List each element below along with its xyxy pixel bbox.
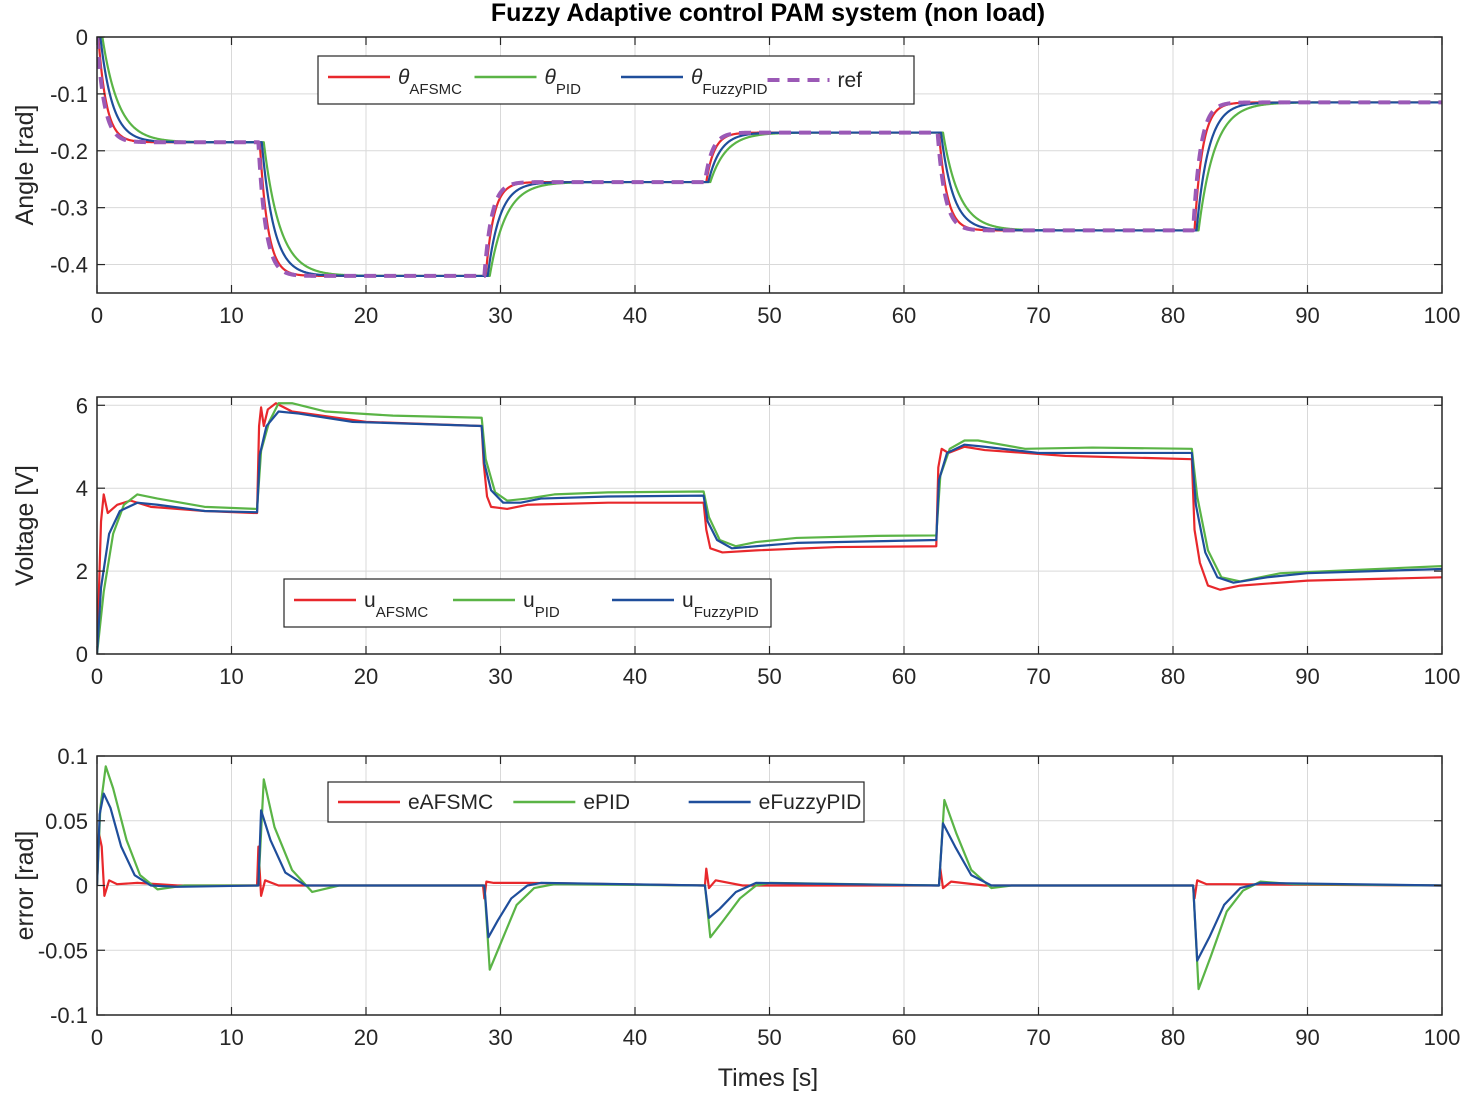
legend: uAFSMC uPID uFuzzyPID — [283, 578, 772, 628]
legend: θAFSMC θPID θFuzzyPID ref — [317, 55, 915, 105]
x-tick-label: 80 — [1161, 1025, 1185, 1050]
legend-box — [317, 55, 915, 105]
series-line-upid — [97, 402, 1442, 654]
x-tick-label: 70 — [1026, 303, 1050, 328]
y-tick-label: 0.1 — [57, 744, 88, 769]
x-tick-label: 20 — [354, 1025, 378, 1050]
legend-entry: eAFSMC — [408, 791, 493, 814]
legend-entry: ref — [838, 69, 863, 92]
legend-entry: uPID — [523, 589, 560, 621]
x-axis-label: Times [s] — [718, 1064, 818, 1092]
x-tick-label: 0 — [91, 303, 103, 328]
x-tick-label: 100 — [1424, 664, 1461, 689]
series-line-ufuzzypid — [97, 410, 1442, 654]
x-tick-label: 10 — [219, 303, 243, 328]
series-line-efuzzypid — [97, 792, 1442, 962]
figure-title: Fuzzy Adaptive control PAM system (non l… — [491, 0, 1045, 27]
y-tick-label: 6 — [76, 393, 88, 418]
legend-entry: uFuzzyPID — [682, 589, 759, 621]
legend-entry: uAFSMC — [364, 589, 428, 621]
panel-voltage: 0 10 20 30 40 50 60 70 80 90 100 0 2 4 6 Voltage [V] uAF… — [11, 393, 1460, 689]
x-tick-label: 60 — [892, 303, 916, 328]
x-tick-label: 60 — [892, 664, 916, 689]
x-tick-label: 70 — [1026, 1025, 1050, 1050]
y-tick-label: 0 — [76, 642, 88, 667]
y-tick-label: 4 — [76, 476, 88, 501]
x-tick-label: 20 — [354, 303, 378, 328]
panel-error: 0 10 20 30 40 50 60 70 80 90 100 0.1 0.05 0 -0.05 -0.1 e… — [11, 744, 1460, 1050]
x-tick-label: 40 — [623, 1025, 647, 1050]
y-tick-label: -0.05 — [38, 938, 88, 963]
y-tick-label: 2 — [76, 559, 88, 584]
x-tick-label: 90 — [1295, 664, 1319, 689]
panel-angle: 0 10 20 30 40 50 60 70 80 90 100 0 -0.1 -0.2 -0.3 -0.4 A… — [11, 25, 1460, 328]
y-tick-label: 0.05 — [45, 809, 88, 834]
y-axis-label: error [rad] — [11, 831, 39, 941]
legend-entry: θFuzzyPID — [691, 66, 768, 98]
x-tick-label: 20 — [354, 664, 378, 689]
y-tick-label: -0.2 — [50, 139, 88, 164]
legend: eAFSMC ePID eFuzzyPID — [327, 781, 865, 823]
legend-box — [327, 781, 865, 823]
x-tick-label: 30 — [488, 1025, 512, 1050]
x-tick-label: 50 — [757, 303, 781, 328]
legend-box — [283, 578, 772, 628]
x-tick-label: 90 — [1295, 303, 1319, 328]
x-tick-label: 0 — [91, 664, 103, 689]
x-tick-label: 10 — [219, 1025, 243, 1050]
y-axis-label: Voltage [V] — [11, 465, 39, 586]
y-tick-label: -0.3 — [50, 196, 88, 221]
y-tick-label: -0.1 — [50, 82, 88, 107]
x-tick-label: 0 — [91, 1025, 103, 1050]
legend-entry: θAFSMC — [398, 66, 462, 98]
x-tick-label: 70 — [1026, 664, 1050, 689]
legend-entry: ePID — [583, 791, 630, 814]
x-tick-label: 30 — [488, 303, 512, 328]
x-tick-label: 80 — [1161, 303, 1185, 328]
y-tick-label: -0.1 — [50, 1003, 88, 1028]
x-tick-label: 40 — [623, 303, 647, 328]
x-tick-label: 50 — [757, 1025, 781, 1050]
y-tick-label: 0 — [76, 874, 88, 899]
x-tick-label: 50 — [757, 664, 781, 689]
x-tick-label: 90 — [1295, 1025, 1319, 1050]
x-tick-label: 60 — [892, 1025, 916, 1050]
x-tick-label: 10 — [219, 664, 243, 689]
legend-entry: eFuzzyPID — [759, 791, 862, 814]
x-tick-label: 40 — [623, 664, 647, 689]
y-tick-label: -0.4 — [50, 253, 88, 278]
legend-entry: θPID — [545, 66, 582, 98]
x-tick-label: 80 — [1161, 664, 1185, 689]
series-line-ref — [97, 37, 1442, 278]
y-axis-label: Angle [rad] — [11, 105, 39, 226]
x-tick-label: 100 — [1424, 303, 1461, 328]
x-tick-label: 30 — [488, 664, 512, 689]
y-tick-label: 0 — [76, 25, 88, 50]
x-tick-label: 100 — [1424, 1025, 1461, 1050]
